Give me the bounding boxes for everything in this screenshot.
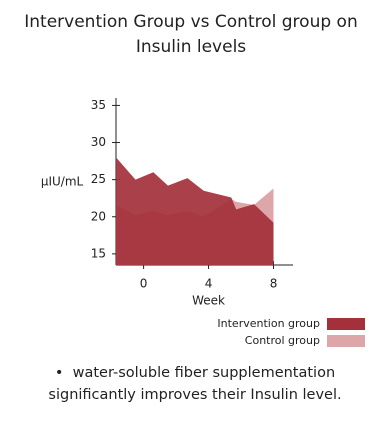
- x-tick-label: 8: [270, 277, 278, 291]
- chart-title: Intervention Group vs Control group on I…: [24, 12, 358, 57]
- y-tick-label: 35: [91, 98, 106, 112]
- x-axis-label: Week: [192, 294, 225, 308]
- y-tick-label: 20: [91, 209, 106, 223]
- y-tick-label: 15: [91, 246, 106, 260]
- legend-label: Control group: [245, 334, 320, 347]
- annotation-text: water-soluble fiber supplementation sign…: [48, 365, 342, 403]
- y-tick-label: 25: [91, 172, 106, 186]
- x-tick-label: 0: [140, 277, 148, 291]
- legend-swatch: [327, 335, 365, 347]
- x-tick-label: 4: [205, 277, 213, 291]
- y-tick-label: 30: [91, 135, 106, 149]
- y-axis-label: μIU/mL: [41, 175, 84, 189]
- area: [116, 157, 274, 265]
- annotation: • water-soluble fiber supplementation si…: [48, 365, 342, 403]
- legend-swatch: [327, 318, 365, 330]
- legend-label: Intervention group: [217, 317, 320, 330]
